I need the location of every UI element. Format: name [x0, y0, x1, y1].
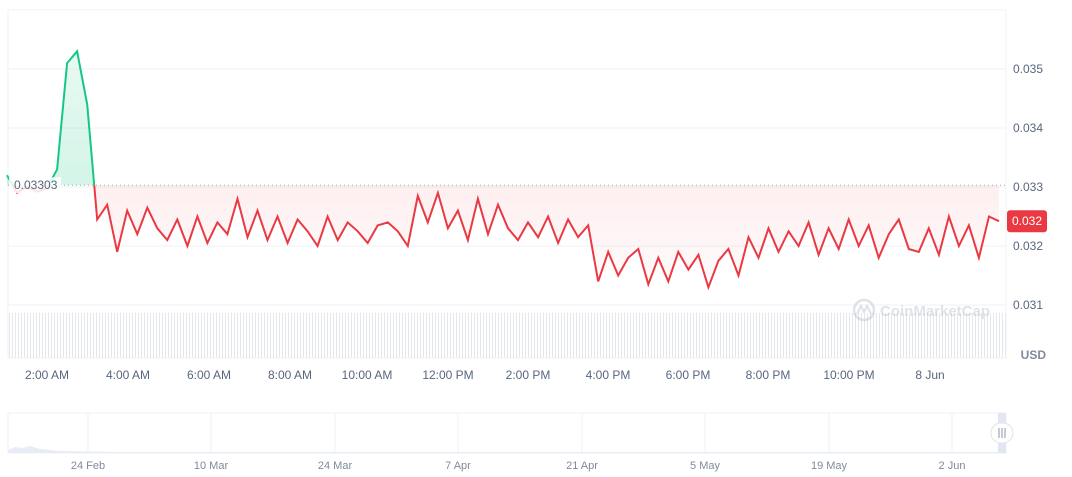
current-price-value: 0.032: [1012, 214, 1042, 228]
area-above-baseline: [7, 51, 95, 186]
svg-text:CoinMarketCap: CoinMarketCap: [880, 303, 990, 320]
y-axis: 0.035 0.034 0.033 0.032 0.031: [1013, 62, 1043, 312]
navigator-tick-label: 19 May: [811, 460, 848, 472]
x-tick-label: 4:00 AM: [106, 368, 150, 382]
y-tick-label: 0.031: [1013, 298, 1043, 312]
coinmarketcap-logo-icon: [852, 298, 876, 322]
grid-lines: [8, 9, 1006, 306]
navigator-tick-label: 24 Feb: [71, 460, 105, 472]
x-tick-label: 8:00 AM: [268, 368, 312, 382]
x-axis: 2:00 AM 4:00 AM 6:00 AM 8:00 AM 10:00 AM 12:0…: [25, 368, 945, 382]
area-below-baseline: [7, 185, 999, 288]
baseline-label: 0.03303: [9, 177, 61, 194]
y-tick-label: 0.034: [1013, 121, 1043, 135]
x-tick-label: 4:00 PM: [586, 368, 631, 382]
currency-label: USD: [1021, 348, 1047, 362]
navigator-tick-label: 2 Jun: [939, 460, 966, 472]
y-tick-label: 0.032: [1013, 239, 1043, 253]
navigator-area: [8, 446, 1006, 453]
x-tick-label: 6:00 AM: [187, 368, 231, 382]
price-line-down: [11, 185, 1000, 291]
baseline-value: 0.03303: [14, 178, 58, 192]
navigator-tick-label: 10 Mar: [194, 460, 229, 472]
current-price-badge: 0.032: [1007, 210, 1047, 233]
y-tick-label: 0.035: [1013, 62, 1043, 76]
x-tick-label: 8:00 PM: [746, 368, 791, 382]
x-tick-label: 2:00 PM: [506, 368, 551, 382]
watermark: CoinMarketCap: [852, 298, 990, 322]
x-tick-label: 12:00 PM: [422, 368, 473, 382]
y-tick-label: 0.033: [1013, 180, 1043, 194]
navigator-tick-label: 21 Apr: [566, 460, 598, 472]
navigator[interactable]: 24 Feb 10 Mar 24 Mar 7 Apr 21 Apr 5 May 19 May…: [7, 412, 1014, 472]
navigator-tick-label: 7 Apr: [445, 460, 471, 472]
volume-bars: [8, 313, 1006, 358]
x-tick-label: 6:00 PM: [666, 368, 711, 382]
x-tick-label: 2:00 AM: [25, 368, 69, 382]
navigator-tick-label: 24 Mar: [318, 460, 353, 472]
x-tick-label: 10:00 PM: [823, 368, 874, 382]
x-tick-label: 10:00 AM: [342, 368, 393, 382]
navigator-tick-label: 5 May: [690, 460, 720, 472]
x-tick-label: 8 Jun: [915, 368, 944, 382]
price-line-up: [6, 49, 96, 186]
